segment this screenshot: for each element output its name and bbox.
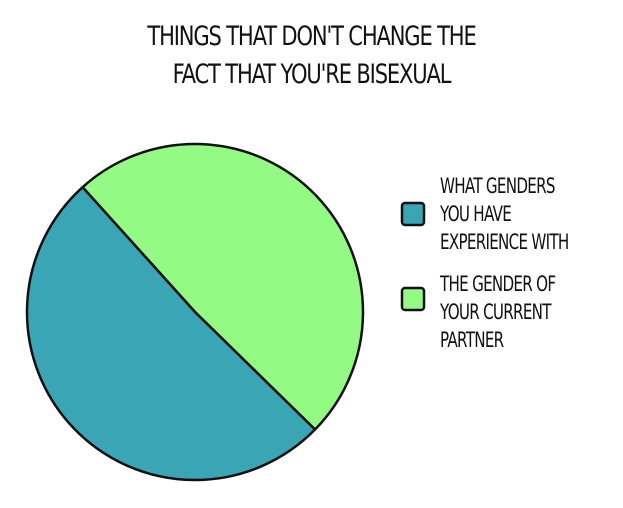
legend-label: WHAT GENDERS YOU HAVE EXPERIENCE WITH <box>440 174 569 254</box>
legend-swatch <box>400 286 426 312</box>
legend-label: THE GENDER OF YOUR CURRENT PARTNER <box>440 272 556 352</box>
pie-slice <box>25 185 317 482</box>
pie-slice <box>81 142 365 431</box>
legend-swatch <box>400 201 426 227</box>
chart-title: THINGS THAT DON'T CHANGE THE FACT THAT Y… <box>147 21 476 90</box>
